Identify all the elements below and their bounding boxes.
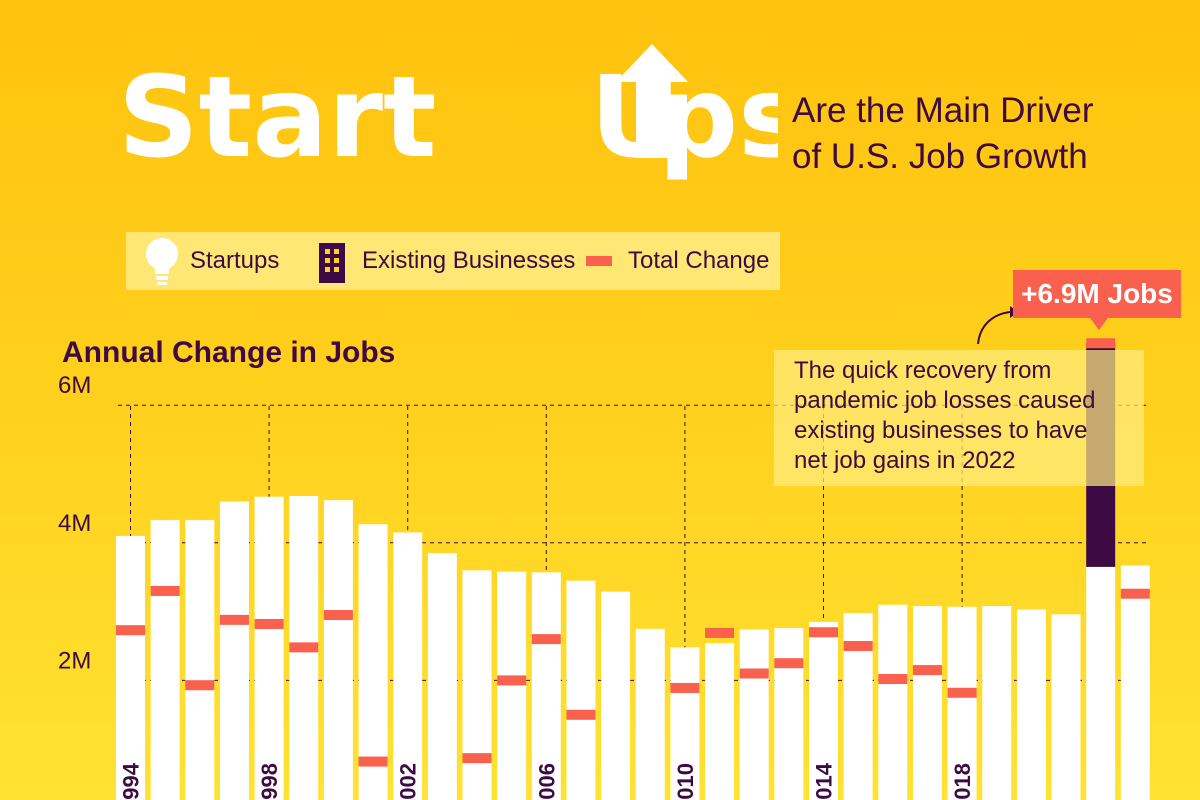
bar-startups-2012 [739,629,769,800]
bar-startups-2022 [1086,566,1116,800]
annotation-arrow-icon [977,306,1018,345]
bar-startups-1997 [219,501,249,800]
bar-startups-2017 [912,606,942,800]
chart-title: Annual Change in Jobs [62,336,396,369]
bar-startups-2023 [1120,565,1150,800]
x-tick-label-2014: 2014 [812,762,837,800]
lightbulb-icon [146,238,178,285]
x-tick-label-1994: 1994 [119,762,144,800]
x-tick-label-2018: 2018 [950,763,975,800]
title-start: Start [118,53,437,183]
y-tick-label-0: 2M [58,647,91,674]
legend-item-startups: Startups [142,232,279,290]
y-tick-label-2: 6M [58,372,91,399]
marker-total-2001 [358,756,388,767]
bar-startups-2002 [393,532,423,800]
bar-startups-2003 [427,553,457,800]
dash-icon [586,256,612,266]
marker-total-2013 [774,658,804,669]
bar-startups-1996 [185,520,215,800]
callout-label: +6.9M Jobs [1013,270,1181,318]
marker-total-1999 [289,642,319,653]
bar-startups-2018 [947,606,977,800]
annotation: The quick recovery from pandemic job los… [774,350,1144,486]
marker-total-2016 [878,674,908,685]
marker-total-2015 [843,641,873,651]
x-tick-label-1998: 1998 [257,763,282,800]
marker-total-2017 [912,665,942,676]
marker-total-2000 [323,610,353,621]
bar-startups-2016 [878,604,908,800]
bar-startups-2011 [705,643,735,800]
marker-total-2022 [1086,338,1116,349]
legend-label-existing: Existing Businesses [362,247,576,274]
marker-total-2004 [462,753,492,764]
marker-total-2023 [1120,588,1150,599]
bar-startups-2010 [670,647,700,800]
bar-startups-2009 [635,628,665,800]
legend-label-startups: Startups [190,247,280,274]
bar-startups-2008 [601,591,631,800]
marker-total-2007 [566,709,596,720]
bar-startups-2014 [809,621,838,800]
bar-startups-2006 [531,572,561,800]
marker-total-2012 [739,668,769,679]
x-tick-label-2002: 2002 [396,763,421,800]
legend-item-existing: Existing Businesses [316,232,575,290]
up-arrow-icon [616,44,688,158]
bar-startups-2013 [774,628,804,800]
bar-startups-2005 [497,571,527,800]
bar-startups-2019 [982,606,1012,800]
marker-total-1994 [116,625,145,636]
y-tick-label-1: 4M [58,510,91,537]
bar-startups-2000 [323,500,353,800]
legend-label-total: Total Change [628,247,770,274]
building-icon [319,243,345,283]
marker-total-1996 [185,680,215,691]
marker-total-2014 [809,627,838,638]
marker-total-2011 [705,627,735,638]
marker-total-2018 [947,687,977,698]
marker-total-2010 [670,682,700,693]
page-title: Start U ps [118,38,805,212]
legend: Startups Existing Businesses Total Chang… [126,232,780,290]
x-tick-label-2006: 2006 [534,763,559,800]
bar-startups-2021 [1051,614,1081,800]
subtitle: Are the Main Driver of U.S. Job Growth [792,88,1152,180]
subtitle-line-2: of U.S. Job Growth [792,137,1088,176]
marker-total-1997 [219,614,249,625]
bar-startups-1998 [254,496,284,800]
y-axis: 2M 4M 6M [58,372,91,674]
x-tick-label-2010: 2010 [673,763,698,800]
bar-startups-2004 [462,570,492,800]
marker-total-2005 [497,675,527,686]
callout-pointer [1090,318,1108,330]
x-axis: 1994 1998 2002 2006 2010 2014 2018 [119,762,976,800]
subtitle-line-1: Are the Main Driver [792,91,1094,130]
marker-total-2006 [531,634,561,645]
bar-startups-2020 [1016,609,1046,800]
marker-total-1998 [254,618,284,629]
bar-startups-1995 [150,520,180,800]
bar-startups-2001 [358,524,388,800]
marker-total-1995 [150,585,180,596]
bar-startups-1994 [116,535,145,800]
bar-startups-2007 [566,580,596,800]
legend-item-total: Total Change [584,232,769,290]
title-ps: ps [658,53,778,183]
